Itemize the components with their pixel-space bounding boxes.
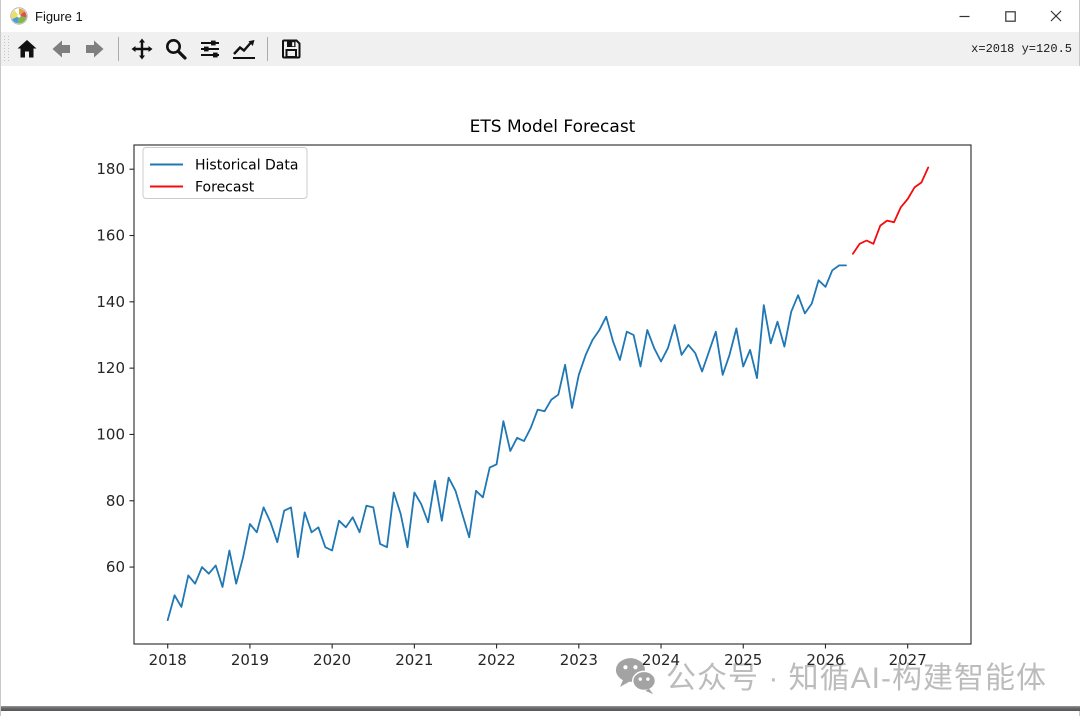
x-tick-label: 2027 [889,651,927,669]
figure-area: 公众号 · 知循AI-构建智能体 ETS Model Forecast 2018 2… [1,66,1080,711]
x-tick-label: 2022 [477,651,515,669]
customize-button[interactable] [228,34,260,64]
x-tick-label: 2026 [806,651,844,669]
navigation-toolbar: x=2018 y=120.5 [1,32,1079,66]
configure-subplots-button[interactable] [194,34,226,64]
maximize-button[interactable] [987,0,1033,32]
matplotlib-logo-icon [10,7,28,25]
y-tick-label: 120 [96,359,125,377]
close-icon [1050,10,1062,22]
x-tick-label: 2025 [724,651,762,669]
line-chart-icon [233,40,255,59]
legend-box [142,147,308,199]
y-tick-label: 160 [96,227,125,245]
zoom-button[interactable] [160,34,192,64]
x-tick-label: 2023 [560,651,598,669]
home-icon [17,40,37,58]
watermark: 公众号 · 知循AI-构建智能体 [613,654,1047,696]
x-tick-label: 2021 [395,651,433,669]
back-button[interactable] [45,34,77,64]
x-tick-label: 2019 [231,651,269,669]
x-tick-label: 2024 [642,651,680,669]
y-tick-label: 140 [96,293,125,311]
legend-label: Historical Data [195,158,298,174]
x-tick-label: 2018 [149,651,187,669]
chart-title: ETS Model Forecast [470,117,636,137]
wechat-icon [615,658,657,695]
taskbar-edge [1,706,1080,711]
title-bar: Figure 1 [1,0,1079,32]
save-button[interactable] [275,34,307,64]
plot-border [133,144,972,645]
pan-icon [131,38,153,60]
x-tick-label: 2020 [313,651,351,669]
toolbar-grip[interactable] [4,36,10,62]
window-title: Figure 1 [35,8,83,24]
forecast-line [852,166,930,255]
historical-data-line [166,264,847,621]
zoom-icon [166,39,187,60]
watermark-text: 公众号 · 知循AI-构建智能体 [666,662,1047,695]
pan-button[interactable] [126,34,158,64]
minimize-icon [959,15,969,17]
figure-canvas[interactable]: ETS Model Forecast 2018 2019 2020 2021 2022 20… [1,66,1080,711]
forward-button[interactable] [79,34,111,64]
forward-arrow-icon [86,40,104,58]
y-tick-label: 180 [96,160,125,178]
minimize-button[interactable] [941,0,987,32]
cursor-coordinates: x=2018 y=120.5 [971,42,1072,56]
toolbar-separator [118,37,119,61]
home-button[interactable] [11,34,43,64]
sliders-icon [201,40,219,58]
back-arrow-icon [52,40,70,58]
close-button[interactable] [1033,0,1079,32]
y-tick-label: 60 [106,558,125,576]
y-tick-label: 80 [106,492,125,510]
save-icon [282,39,301,59]
toolbar-separator [267,37,268,61]
legend-label: Forecast [195,180,255,196]
y-tick-label: 100 [96,425,125,443]
maximize-icon [1004,10,1016,22]
